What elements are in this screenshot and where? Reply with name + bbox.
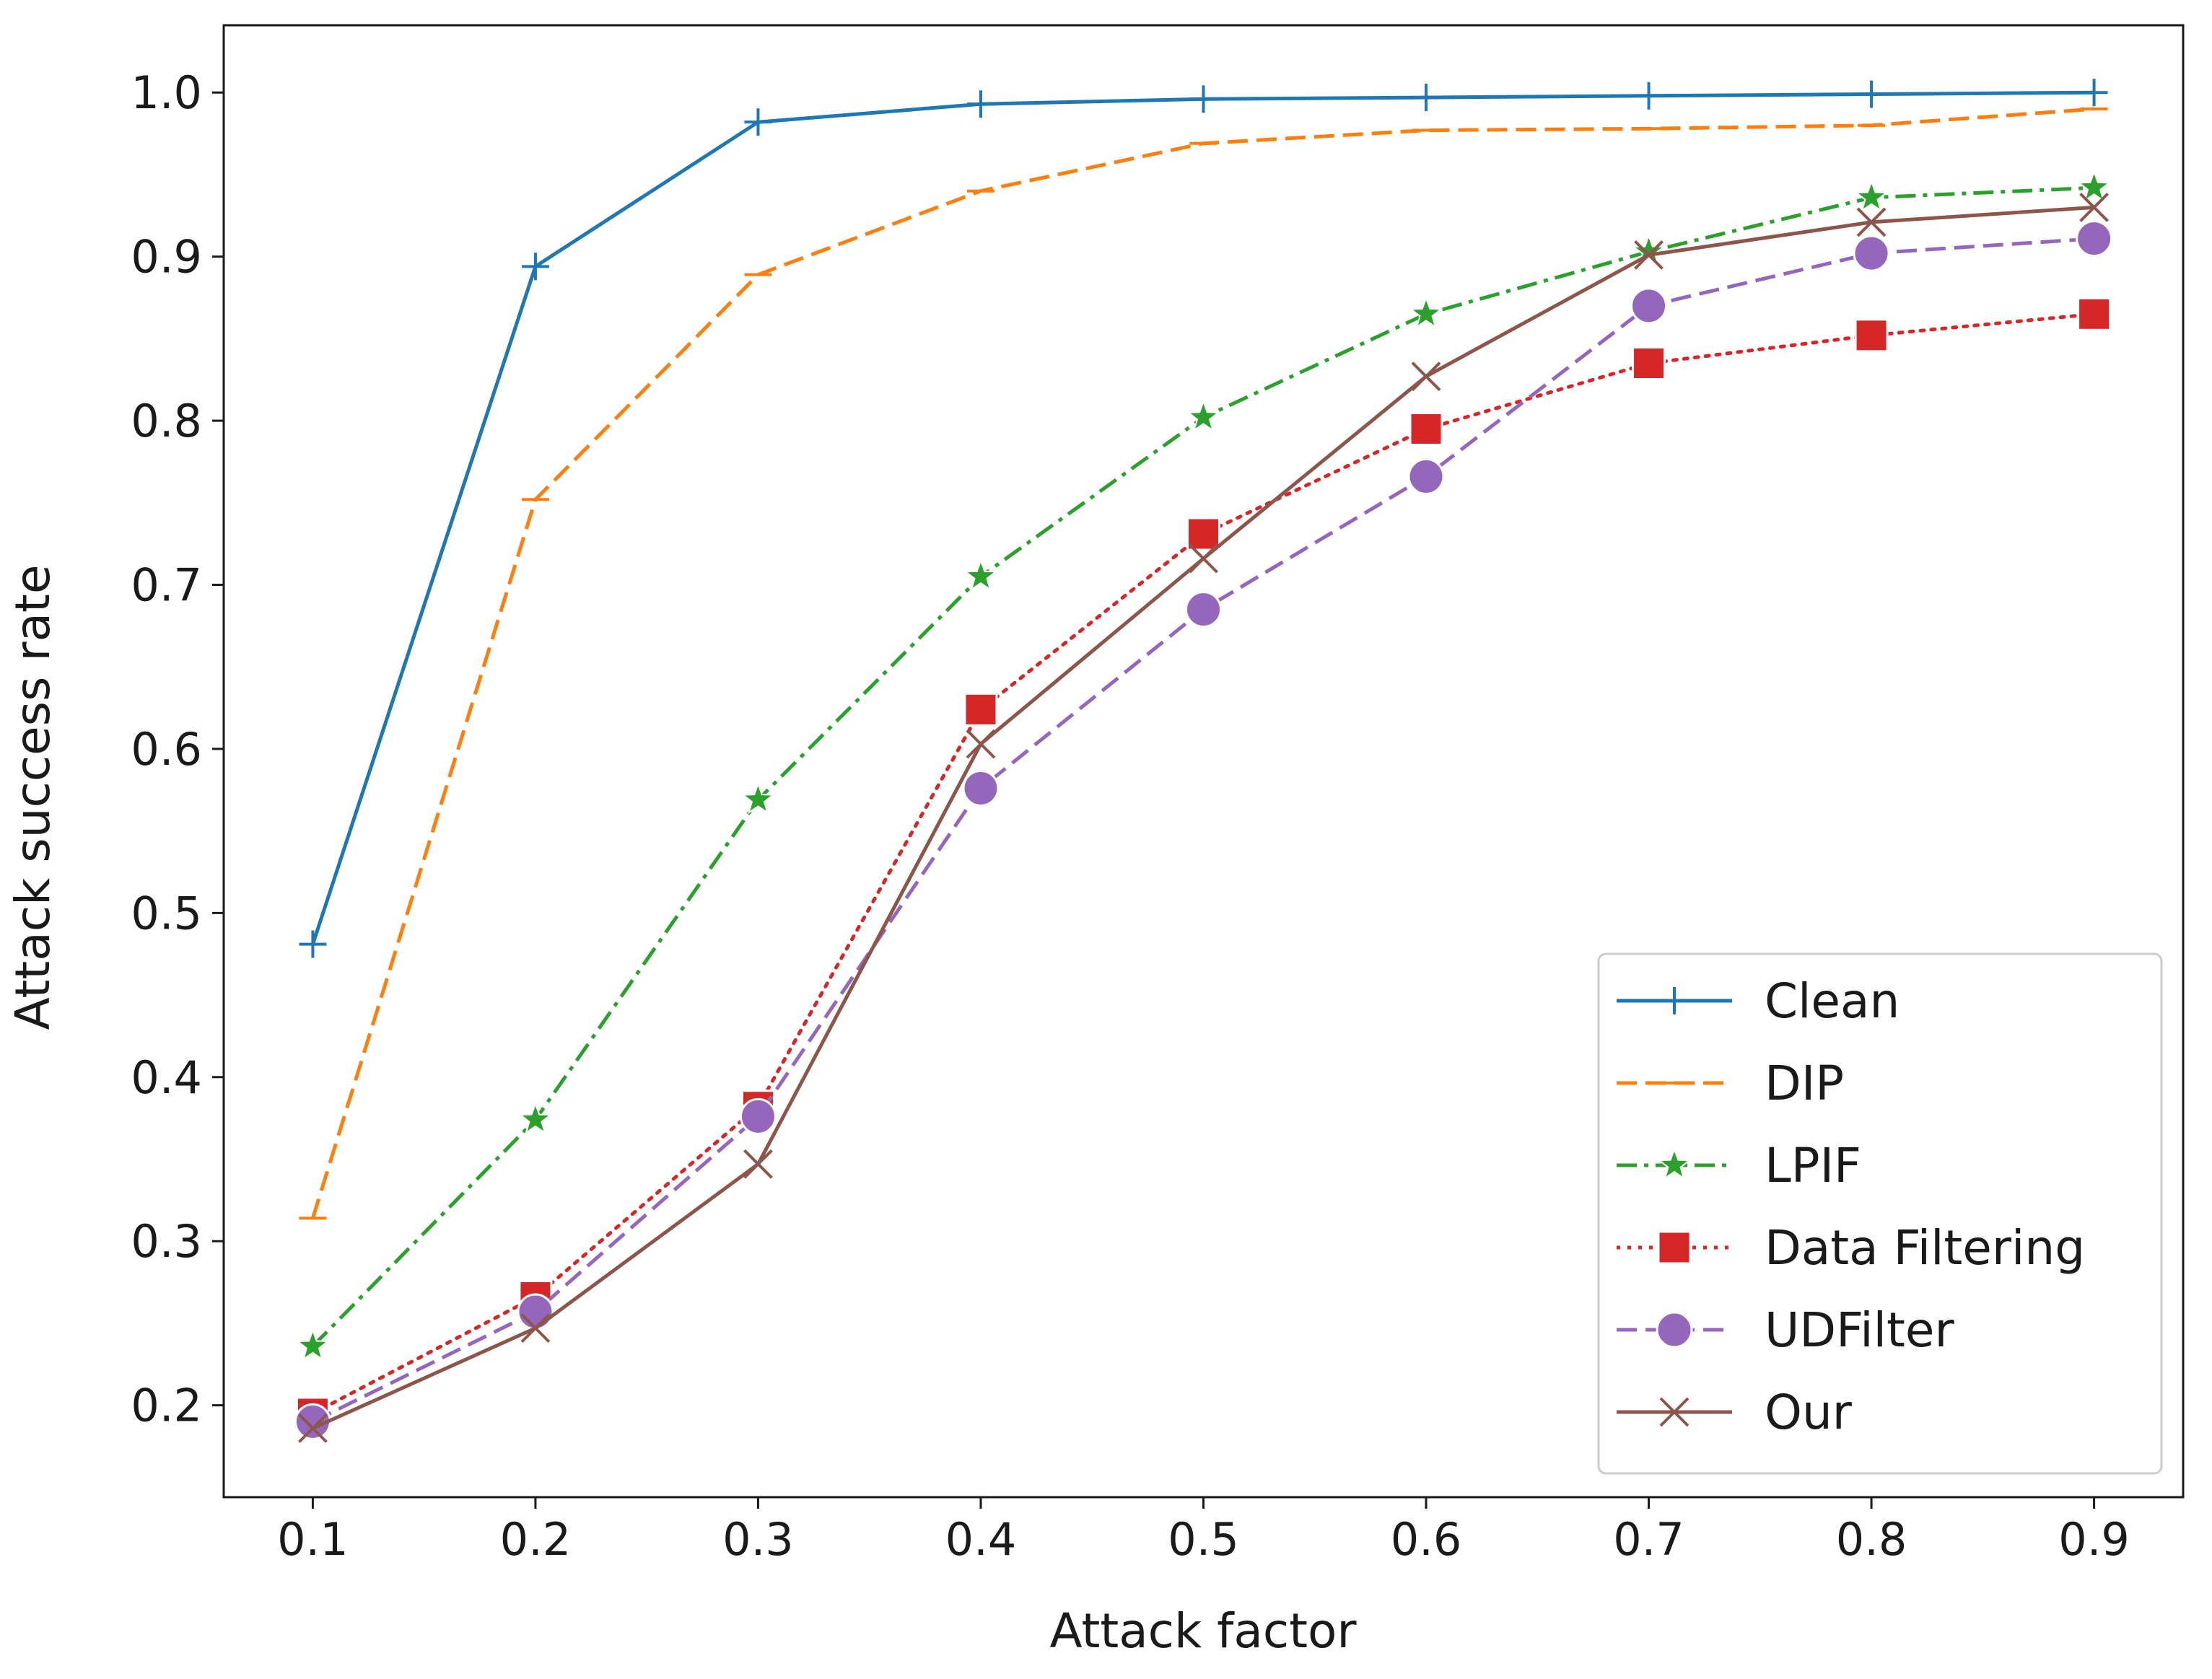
- data-point-lpif: [1631, 233, 1666, 267]
- data-point-clean: [1189, 85, 1218, 113]
- data-point-our: [1189, 543, 1218, 574]
- y-tick-label: 0.4: [131, 1051, 202, 1104]
- x-tick-label: 0.4: [945, 1513, 1017, 1566]
- data-point-udfilter: [739, 1097, 777, 1135]
- data-point-our: [520, 1313, 551, 1343]
- legend-label: LPIF: [1765, 1138, 1861, 1193]
- legend-item-udfilter: UDFilter: [1617, 1302, 1954, 1358]
- data-point-clean: [299, 930, 327, 958]
- data-point-udfilter: [517, 1293, 554, 1331]
- data-point-our: [297, 1413, 328, 1443]
- data-point-udfilter: [1853, 234, 1890, 272]
- x-axis-title: Attack factor: [1049, 1603, 1357, 1659]
- series-line-data-filtering: [310, 312, 2097, 1416]
- data-point-lpif: [1854, 179, 1889, 213]
- data-point-our: [966, 729, 996, 759]
- legend-item-data-filtering: Data Filtering: [1617, 1220, 2085, 1276]
- data-point-data-filtering: [2077, 297, 2112, 331]
- legend-box: [1597, 952, 2163, 1475]
- x-tick-label: 0.7: [1613, 1513, 1684, 1566]
- x-tick-label: 0.5: [1168, 1513, 1239, 1566]
- data-point-udfilter: [2076, 220, 2113, 258]
- x-tick-label: 0.2: [500, 1513, 572, 1566]
- data-point-udfilter: [1185, 591, 1222, 628]
- data-point-clean: [1858, 80, 1886, 108]
- data-point-our: [1856, 207, 1887, 237]
- legend-marker: [1657, 1147, 1692, 1180]
- legend-item-lpif: LPIF: [1617, 1138, 1861, 1193]
- legend-label: Clean: [1765, 973, 1900, 1029]
- data-point-data-filtering: [1632, 346, 1666, 380]
- legend-label: UDFilter: [1765, 1302, 1954, 1358]
- x-tick-label: 0.9: [2058, 1513, 2130, 1566]
- data-point-data-filtering: [1186, 517, 1220, 551]
- legend-item-dip: DIP: [1617, 1056, 1844, 1111]
- axes-frame: 0.1 0.2 0.3 0.4 0.5 0.6 0.7 0.8 0.9 0.2 0.3 0.4 0.5 0…: [131, 24, 2185, 1566]
- data-point-data-filtering: [1854, 318, 1889, 353]
- legend-item-our: Our: [1617, 1385, 1853, 1440]
- data-point-clean: [521, 253, 549, 281]
- series-lpif: [295, 170, 2112, 1361]
- legend-marker: [1657, 1230, 1692, 1265]
- data-point-lpif: [963, 558, 998, 592]
- data-point-lpif: [1186, 399, 1221, 432]
- legend-label: Our: [1765, 1385, 1853, 1440]
- data-point-lpif: [518, 1101, 553, 1135]
- x-tick-label: 0.3: [722, 1513, 794, 1566]
- y-tick-label: 0.5: [131, 887, 202, 939]
- y-tick-label: 0.7: [131, 559, 202, 612]
- series-clean: [299, 79, 2108, 958]
- y-axis-title: Attack success rate: [5, 565, 61, 1030]
- x-tick-label: 0.1: [277, 1513, 349, 1566]
- y-tick-label: 0.3: [131, 1215, 202, 1268]
- y-tick-label: 0.6: [131, 723, 202, 776]
- data-point-lpif: [295, 1328, 331, 1361]
- data-point-udfilter: [962, 770, 1000, 807]
- data-point-our: [1634, 240, 1664, 270]
- legend-marker: [1656, 1311, 1693, 1349]
- series-layer: [294, 79, 2113, 1443]
- data-point-data-filtering: [1409, 411, 1443, 446]
- data-point-clean: [744, 108, 772, 136]
- y-tick-label: 1.0: [131, 66, 202, 119]
- data-point-clean: [1412, 84, 1441, 112]
- legend-marker: [1661, 987, 1688, 1014]
- data-point-clean: [966, 90, 994, 118]
- data-point-clean: [1635, 82, 1663, 110]
- legend-label: DIP: [1765, 1056, 1844, 1111]
- data-point-lpif: [2076, 170, 2112, 203]
- y-tick-label: 0.8: [131, 395, 202, 447]
- data-point-our: [743, 1149, 773, 1179]
- data-point-lpif: [1409, 296, 1443, 329]
- data-point-udfilter: [1630, 287, 1668, 325]
- y-tick-label: 0.9: [131, 231, 202, 284]
- data-point-udfilter: [1407, 457, 1445, 495]
- legend-label: Data Filtering: [1765, 1220, 2085, 1276]
- legend-item-clean: Clean: [1617, 973, 1900, 1029]
- x-tick-label: 0.8: [1836, 1513, 1907, 1566]
- x-tick-label: 0.6: [1391, 1513, 1462, 1566]
- data-point-our: [2079, 193, 2110, 222]
- data-point-lpif: [740, 781, 776, 815]
- data-point-our: [1411, 361, 1441, 392]
- series-dip: [299, 107, 2108, 1220]
- legend-marker: [1659, 1397, 1689, 1427]
- data-point-clean: [2080, 79, 2108, 107]
- series-our: [297, 193, 2110, 1443]
- y-tick-label: 0.2: [131, 1380, 202, 1432]
- series-udfilter: [294, 220, 2113, 1440]
- legend: Clean DIP LPIF Data Filtering UDFilter Our: [1597, 952, 2163, 1475]
- data-point-data-filtering: [963, 692, 998, 727]
